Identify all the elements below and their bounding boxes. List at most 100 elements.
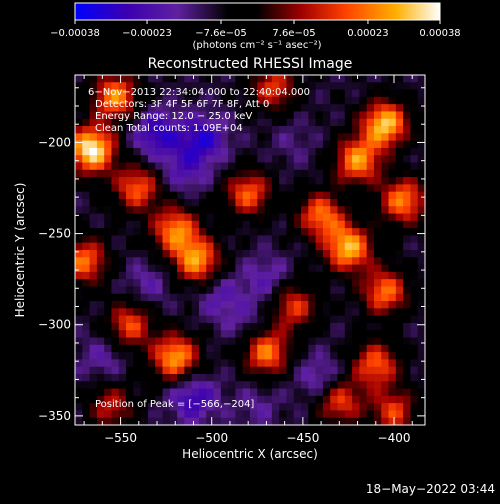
heatmap-cell [104, 352, 113, 360]
heatmap-cell [337, 162, 346, 171]
heatmap-cell [308, 228, 317, 237]
heatmap-cell [271, 96, 280, 105]
heatmap-cell [330, 147, 339, 156]
heatmap-cell [395, 228, 404, 237]
heatmap-cell [366, 111, 375, 120]
heatmap-cell [344, 286, 353, 295]
heatmap-cell [133, 315, 142, 324]
heatmap-cell [388, 322, 397, 331]
heatmap-cell [118, 403, 127, 412]
heatmap-cell [410, 140, 419, 149]
heatmap-cell [381, 235, 390, 244]
heatmap-cell [89, 308, 98, 317]
heatmap-cell [228, 96, 237, 105]
heatmap-cell [96, 126, 105, 134]
heatmap-cell [271, 330, 280, 339]
heatmap-cell [286, 89, 295, 98]
heatmap-cell [169, 373, 178, 382]
heatmap-cell [155, 206, 164, 215]
heatmap-cell [242, 213, 251, 222]
heatmap-cell [126, 147, 134, 156]
heatmap-cell [352, 198, 360, 207]
heatmap-cell [118, 242, 127, 251]
heatmap-cell [315, 242, 324, 251]
heatmap-cell [286, 359, 295, 368]
heatmap-cell [220, 140, 229, 149]
heatmap-cell [242, 96, 251, 105]
heatmap-cell [213, 322, 222, 331]
colorbar: −0.00038 −0.00023 −7.6e−05 7.6e−05 0.00023 0.… [50, 2, 461, 51]
heatmap-cell [315, 366, 324, 375]
heatmap-cell [75, 344, 83, 353]
heatmap-cell [133, 279, 142, 288]
heatmap-cell [330, 373, 339, 382]
heatmap-cell [198, 198, 207, 207]
heatmap-cell [126, 206, 134, 215]
heatmap-cell [126, 403, 134, 412]
heatmap-cell [235, 373, 244, 382]
heatmap-cell [279, 198, 288, 207]
heatmap-cell [366, 89, 375, 98]
heatmap-cell [359, 184, 368, 193]
heatmap-cell [133, 381, 142, 390]
heatmap-cell [140, 373, 149, 382]
heatmap-cell [403, 242, 412, 251]
heatmap-cell [184, 330, 193, 339]
heatmap-cell [271, 359, 280, 368]
heatmap-cell [228, 220, 237, 229]
y-tick-label: −350 [38, 409, 71, 423]
heatmap-cell [133, 242, 142, 251]
heatmap-cell [293, 82, 302, 91]
heatmap-cell [198, 322, 207, 331]
heatmap-cell [417, 206, 425, 215]
heatmap-cell [75, 140, 83, 149]
heatmap-cell [242, 308, 251, 317]
heatmap-cell [235, 220, 244, 229]
heatmap-cell [228, 111, 237, 120]
heatmap-cell [96, 75, 105, 83]
heatmap-cell [293, 395, 302, 404]
heatmap-cell [75, 257, 83, 266]
heatmap-cell [198, 155, 207, 164]
heatmap-cell [403, 191, 412, 200]
heatmap-cell [126, 264, 134, 273]
heatmap-cell [111, 417, 120, 425]
heatmap-cell [264, 373, 273, 382]
heatmap-cell [213, 133, 222, 142]
heatmap-cell [140, 250, 149, 258]
heatmap-cell [279, 228, 288, 237]
heatmap-cell [395, 315, 404, 324]
heatmap-cell [381, 220, 390, 229]
x-tick-label: −400 [378, 431, 411, 445]
heatmap-cell [220, 417, 229, 425]
heatmap-cell [184, 147, 193, 156]
heatmap-cell [184, 191, 193, 200]
heatmap-cell [118, 96, 127, 105]
heatmap-cell [359, 279, 368, 288]
heatmap-cell [373, 169, 382, 178]
heatmap-cell [293, 89, 302, 98]
heatmap-cell [191, 373, 200, 382]
heatmap-cell [403, 118, 412, 127]
heatmap-cell [395, 118, 404, 127]
heatmap-cell [89, 162, 98, 171]
heatmap-cell [301, 162, 309, 171]
heatmap-cell [373, 293, 382, 302]
heatmap-cell [410, 395, 419, 404]
heatmap-cell [330, 264, 339, 273]
heatmap-cell [191, 301, 200, 309]
heatmap-cell [213, 169, 222, 178]
heatmap-cell [417, 417, 425, 425]
heatmap-cell [162, 381, 171, 390]
heatmap-cell [403, 293, 412, 302]
heatmap-cell [184, 352, 193, 360]
heatmap-cell [147, 191, 156, 200]
heatmap-cell [381, 191, 390, 200]
heatmap-cell [191, 264, 200, 273]
heatmap-cell [140, 352, 149, 360]
heatmap-cell [395, 395, 404, 404]
heatmap-cell [133, 352, 142, 360]
heatmap-cell [228, 162, 237, 171]
heatmap-cell [198, 75, 207, 83]
heatmap-cell [315, 271, 324, 280]
